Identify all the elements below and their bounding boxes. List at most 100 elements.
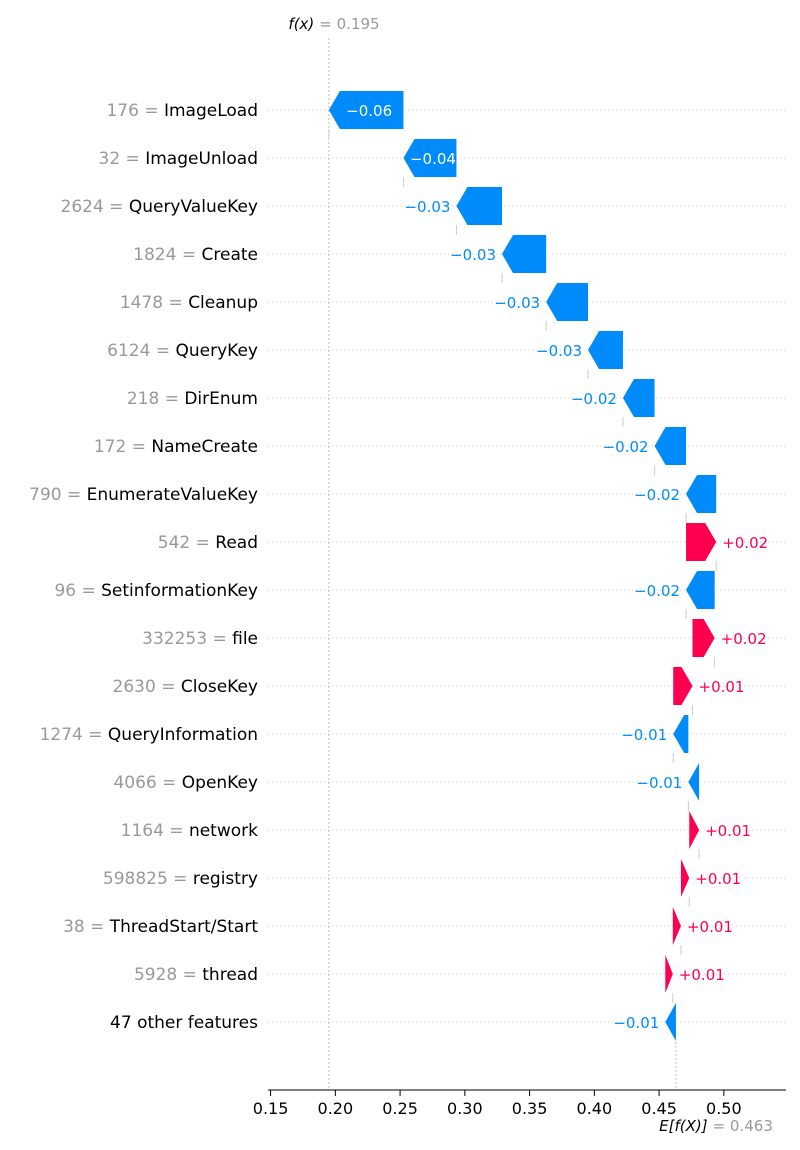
contribution-label: +0.01 — [705, 822, 751, 840]
contribution-label: −0.06 — [346, 102, 392, 120]
feature-label: 4066 = OpenKey — [113, 773, 258, 793]
feature-label: 96 = SetinformationKey — [54, 581, 258, 601]
x-tick-label: 0.15 — [253, 1099, 289, 1118]
contribution-label: +0.01 — [679, 966, 725, 984]
feature-value: 96 = — [54, 581, 101, 601]
contribution-label: −0.03 — [450, 246, 496, 264]
feature-name: QueryInformation — [108, 725, 258, 745]
negative-bar — [546, 283, 588, 321]
x-tick-label: 0.35 — [512, 1099, 548, 1118]
contribution-label: −0.01 — [613, 1014, 659, 1032]
feature-label: 332253 = file — [142, 629, 258, 649]
contribution-label: −0.01 — [621, 726, 667, 744]
feature-value: 332253 = — [142, 629, 232, 649]
feature-name: network — [189, 821, 258, 841]
x-tick-label: 0.45 — [641, 1099, 677, 1118]
feature-value: 1164 = — [121, 821, 189, 841]
feature-name: file — [232, 629, 258, 649]
feature-name: ThreadStart/Start — [109, 917, 259, 937]
feature-label: 176 = ImageLoad — [106, 101, 258, 121]
efx-label: E[f(X)] = 0.463 — [659, 1117, 773, 1135]
feature-value: 32 = — [99, 149, 146, 169]
feature-name: Create — [202, 245, 259, 265]
feature-label: 38 = ThreadStart/Start — [63, 917, 258, 937]
x-tick-label: 0.25 — [382, 1099, 418, 1118]
negative-bar — [587, 331, 623, 369]
positive-bar — [689, 811, 700, 849]
feature-label: 2624 = QueryValueKey — [61, 197, 259, 217]
contribution-label: −0.03 — [536, 342, 582, 360]
feature-name: DirEnum — [184, 389, 258, 409]
positive-bar — [673, 667, 693, 705]
feature-label: 790 = EnumerateValueKey — [29, 485, 258, 505]
feature-label: 1164 = network — [121, 821, 259, 841]
feature-value: 6124 = — [107, 341, 175, 361]
feature-label: 218 = DirEnum — [127, 389, 258, 409]
feature-name: OpenKey — [182, 773, 258, 793]
contribution-label: −0.03 — [494, 294, 540, 312]
efx-name: E[f(X)] — [659, 1117, 708, 1135]
feature-label: 32 = ImageUnload — [99, 149, 258, 169]
feature-name: registry — [193, 869, 258, 889]
feature-name: QueryValueKey — [129, 197, 258, 217]
positive-bar — [665, 955, 673, 993]
efx-value: = 0.463 — [713, 1117, 773, 1135]
feature-name: EnumerateValueKey — [87, 485, 258, 505]
feature-value: 2624 = — [61, 197, 129, 217]
feature-label: 6124 = QueryKey — [107, 341, 258, 361]
negative-bar — [688, 763, 700, 801]
feature-name: CloseKey — [181, 677, 258, 697]
feature-value: 2630 = — [113, 677, 181, 697]
contribution-label: +0.02 — [721, 630, 767, 648]
contribution-label: +0.01 — [699, 678, 745, 696]
negative-bar — [403, 139, 457, 177]
feature-name: 47 other features — [110, 1013, 258, 1033]
negative-bar — [328, 91, 404, 129]
negative-bar — [673, 715, 689, 753]
contribution-label: −0.02 — [603, 438, 649, 456]
feature-label: 542 = Read — [158, 533, 258, 553]
feature-value: 542 = — [158, 533, 216, 553]
waterfall-bars — [328, 91, 717, 1041]
feature-label: 47 other features — [110, 1013, 258, 1033]
x-tick-label: 0.20 — [318, 1099, 354, 1118]
feature-value: 176 = — [106, 101, 164, 121]
negative-bar — [622, 379, 655, 417]
feature-value: 218 = — [127, 389, 185, 409]
fx-name: f(x) — [288, 15, 314, 33]
feature-label: 1824 = Create — [133, 245, 258, 265]
feature-value: 1824 = — [133, 245, 201, 265]
feature-label: 172 = NameCreate — [94, 437, 258, 457]
feature-name: ImageLoad — [164, 101, 258, 121]
contribution-label: −0.01 — [636, 774, 682, 792]
feature-labels: 176 = ImageLoad −0.06 32 = ImageUnload −0.0… — [29, 101, 768, 1033]
feature-value: 5928 = — [134, 965, 202, 985]
positive-bar — [686, 523, 717, 561]
feature-value: 1274 = — [40, 725, 108, 745]
positive-bar — [672, 907, 681, 945]
negative-bar — [456, 187, 503, 225]
feature-name: Cleanup — [188, 293, 258, 313]
negative-bar — [502, 235, 547, 273]
x-tick-label: 0.40 — [577, 1099, 613, 1118]
reference-lines — [328, 38, 677, 1090]
feature-name: ImageUnload — [145, 149, 258, 169]
contribution-label: −0.02 — [634, 582, 680, 600]
contribution-label: −0.02 — [571, 390, 617, 408]
feature-label: 598825 = registry — [103, 869, 258, 889]
negative-bar — [686, 475, 717, 513]
contribution-label: +0.02 — [722, 534, 768, 552]
feature-label: 1478 = Cleanup — [120, 293, 258, 313]
feature-label: 1274 = QueryInformation — [40, 725, 258, 745]
feature-name: SetinformationKey — [101, 581, 258, 601]
contribution-label: +0.01 — [687, 918, 733, 936]
negative-bar — [665, 1003, 676, 1041]
x-tick-label: 0.50 — [706, 1099, 742, 1118]
feature-name: NameCreate — [151, 437, 258, 457]
fx-label: f(x) = 0.195 — [288, 15, 379, 33]
negative-bar — [686, 571, 715, 609]
fx-value: = 0.195 — [319, 15, 379, 33]
contribution-label: −0.03 — [404, 198, 450, 216]
feature-value: 4066 = — [113, 773, 181, 793]
